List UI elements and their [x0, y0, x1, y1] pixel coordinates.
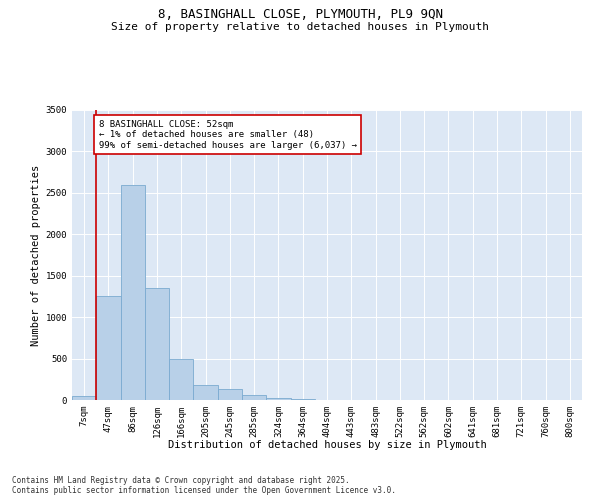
Bar [290, 399, 315, 400]
Text: 8 BASINGHALL CLOSE: 52sqm
← 1% of detached houses are smaller (48)
99% of semi-d: 8 BASINGHALL CLOSE: 52sqm ← 1% of detach… [99, 120, 357, 150]
Bar [145, 288, 169, 400]
Bar [242, 396, 266, 400]
Y-axis label: Number of detached properties: Number of detached properties [31, 164, 41, 346]
Bar [72, 396, 96, 400]
Bar [218, 389, 242, 400]
Bar [193, 384, 218, 400]
Bar [96, 296, 121, 400]
Bar [169, 358, 193, 400]
Bar [266, 398, 290, 400]
X-axis label: Distribution of detached houses by size in Plymouth: Distribution of detached houses by size … [167, 440, 487, 450]
Text: Contains HM Land Registry data © Crown copyright and database right 2025.
Contai: Contains HM Land Registry data © Crown c… [12, 476, 396, 495]
Text: 8, BASINGHALL CLOSE, PLYMOUTH, PL9 9QN: 8, BASINGHALL CLOSE, PLYMOUTH, PL9 9QN [157, 8, 443, 20]
Text: Size of property relative to detached houses in Plymouth: Size of property relative to detached ho… [111, 22, 489, 32]
Bar [121, 184, 145, 400]
